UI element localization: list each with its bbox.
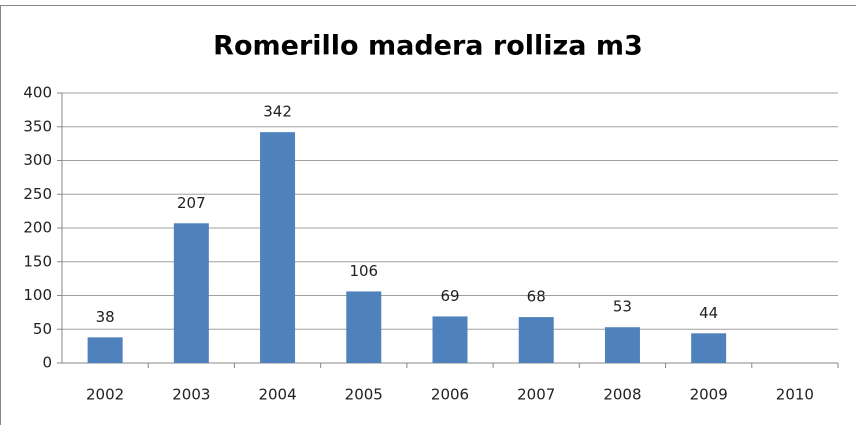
y-tick-label: 100 — [23, 286, 52, 304]
bar — [691, 333, 727, 363]
data-label: 68 — [527, 288, 546, 306]
y-tick-label: 400 — [23, 84, 52, 102]
x-tick-label: 2008 — [603, 386, 641, 404]
bar — [260, 132, 296, 363]
y-tick-label: 150 — [23, 252, 52, 270]
data-label: 106 — [349, 262, 378, 280]
data-label: 69 — [440, 287, 459, 305]
y-tick-label: 0 — [42, 354, 52, 372]
bar — [604, 327, 640, 363]
y-tick-label: 250 — [23, 185, 52, 203]
bar — [518, 317, 554, 363]
data-label: 207 — [177, 194, 206, 212]
x-tick-label: 2002 — [86, 386, 124, 404]
data-label: 44 — [699, 304, 718, 322]
y-tick-label: 300 — [23, 151, 52, 169]
chart-frame — [0, 5, 856, 425]
y-tick-label: 200 — [23, 219, 52, 237]
data-label: 53 — [613, 298, 632, 316]
x-tick-label: 2010 — [776, 386, 814, 404]
bar — [173, 223, 209, 363]
x-tick-label: 2009 — [690, 386, 728, 404]
x-tick-label: 2007 — [517, 386, 555, 404]
y-tick-label: 350 — [23, 117, 52, 135]
bar — [346, 291, 382, 363]
x-tick-label: 2004 — [258, 386, 296, 404]
data-label: 342 — [263, 103, 292, 121]
x-tick-label: 2006 — [431, 386, 469, 404]
data-label: 38 — [96, 308, 115, 326]
x-tick-label: 2003 — [172, 386, 210, 404]
y-tick-label: 50 — [33, 320, 52, 338]
bar — [87, 337, 123, 363]
bar — [432, 316, 468, 363]
x-tick-label: 2005 — [345, 386, 383, 404]
chart-title: Romerillo madera rolliza m3 — [213, 31, 643, 62]
